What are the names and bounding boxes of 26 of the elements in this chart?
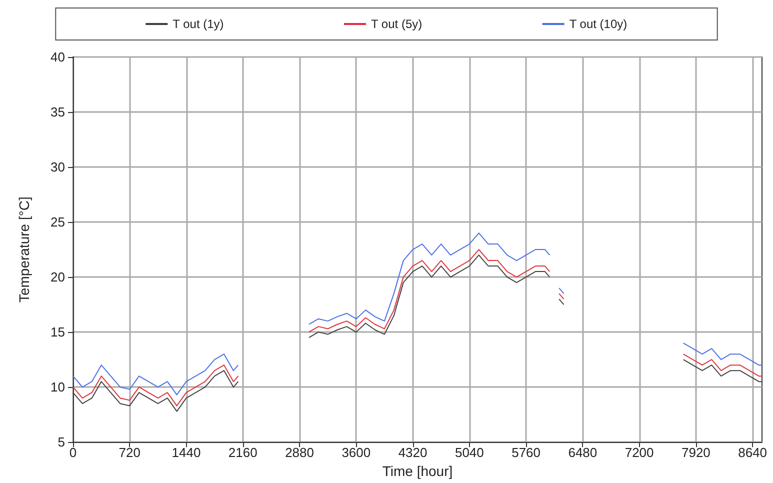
- legend-label: T out (5y): [370, 17, 422, 31]
- y-tick-label: 30: [50, 160, 65, 175]
- x-tick-label: 8640: [738, 445, 768, 460]
- x-axis-title: Time [hour]: [382, 463, 453, 479]
- x-tick-label: 1440: [172, 445, 201, 460]
- x-tick-label: 7920: [681, 445, 710, 460]
- y-tick-label: 5: [58, 434, 65, 450]
- x-tick-label: 4320: [398, 445, 428, 460]
- x-tick-label: 5760: [512, 445, 540, 460]
- x-tick-label: 6480: [568, 445, 598, 460]
- y-tick-label: 20: [50, 270, 65, 285]
- y-tick-label: 25: [50, 214, 65, 230]
- y-tick-label: 35: [50, 104, 65, 120]
- x-tick-label: 2880: [285, 445, 314, 460]
- legend-label: T out (1y): [172, 17, 224, 31]
- x-tick-label: 3600: [342, 445, 371, 460]
- y-tick-label: 10: [50, 380, 65, 395]
- y-tick-label: 40: [50, 50, 65, 64]
- x-tick-label: 5040: [454, 445, 484, 460]
- legend-label: T out (10y): [569, 17, 628, 31]
- x-tick-label: 2160: [228, 445, 258, 460]
- x-tick-label: 7200: [624, 445, 654, 460]
- y-tick-label: 15: [50, 324, 65, 340]
- y-axis-title: Temperature [°C]: [16, 196, 32, 303]
- x-tick-label: 720: [118, 445, 140, 460]
- x-tick-label: 0: [69, 445, 77, 460]
